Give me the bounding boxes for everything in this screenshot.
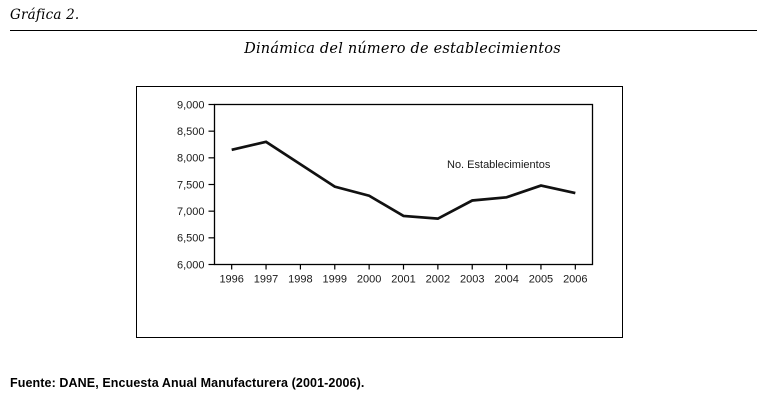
x-axis-label: 2002 (426, 274, 450, 286)
x-axis-label: 1998 (288, 274, 312, 286)
x-axis-label: 2003 (460, 274, 484, 286)
source-note: Fuente: DANE, Encuesta Anual Manufacture… (10, 376, 365, 390)
x-axis-label: 2004 (494, 274, 518, 286)
y-axis-label: 8,000 (177, 153, 205, 165)
chart-svg: 9,000 8,500 8,000 7,500 7,000 6,500 6,000 1996 1… (177, 99, 594, 286)
y-axis-label: 7,000 (177, 206, 205, 218)
header-divider (10, 30, 757, 31)
y-axis-label: 6,500 (177, 233, 205, 245)
data-line (231, 140, 576, 221)
x-axis-label: 2001 (391, 274, 415, 286)
y-axis-label: 9,000 (177, 99, 205, 111)
y-axis-label: 7,500 (177, 179, 205, 191)
y-axis-label: 8,500 (177, 126, 205, 138)
series-label: No. Establecimientos (447, 159, 551, 171)
plot-border (213, 103, 594, 266)
chart-title: Dinámica del número de establecimientos (244, 41, 561, 57)
x-axis-label: 1997 (254, 274, 278, 286)
chart-frame: 9,000 8,500 8,000 7,500 7,000 6,500 6,000 1996 1… (136, 86, 623, 338)
x-axis-label: 1999 (323, 274, 347, 286)
x-axis-label: 2005 (529, 274, 553, 286)
figure-number-label: Gráfica 2. (10, 7, 80, 23)
x-axis-label: 1996 (219, 274, 243, 286)
x-axis-label: 2000 (357, 274, 381, 286)
y-axis-label: 6,000 (177, 259, 205, 271)
x-axis-label: 2006 (563, 274, 587, 286)
